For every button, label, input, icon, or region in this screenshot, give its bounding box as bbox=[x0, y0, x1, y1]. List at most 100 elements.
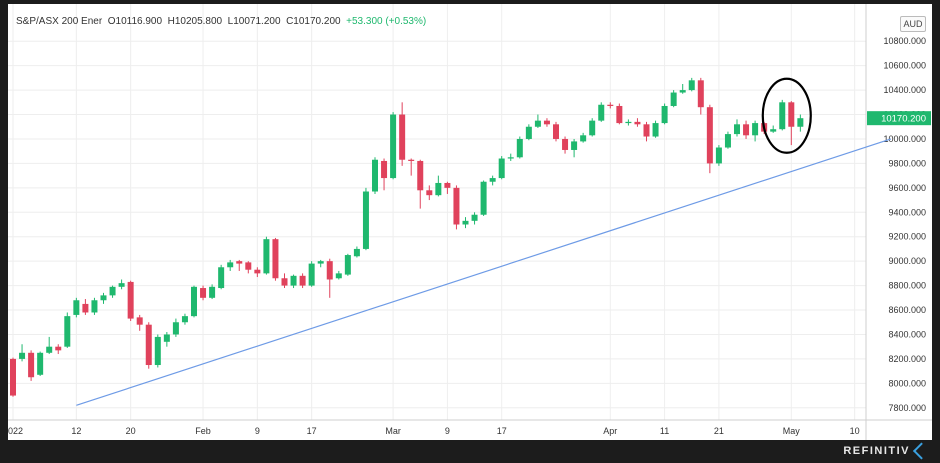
candle-up bbox=[46, 346, 53, 353]
candle-up bbox=[19, 352, 26, 359]
candle-down bbox=[272, 239, 279, 279]
y-tick-label: 8400.000 bbox=[888, 329, 926, 339]
symbol-label: S&P/ASX 200 Ener bbox=[16, 16, 103, 27]
candle-down bbox=[444, 182, 451, 188]
candle-up bbox=[118, 283, 125, 287]
candle-up bbox=[471, 214, 478, 221]
chart-panel: 10800.00010600.00010400.00010200.0001000… bbox=[8, 4, 932, 440]
y-tick-label: 7800.000 bbox=[888, 403, 926, 413]
currency-button[interactable]: AUD bbox=[900, 16, 926, 32]
y-tick-label: 8600.000 bbox=[888, 305, 926, 315]
candle-up bbox=[181, 316, 188, 323]
candle-down bbox=[453, 187, 460, 225]
candle-up bbox=[37, 352, 44, 375]
candle-up bbox=[797, 118, 804, 127]
x-tick-label: 2022 bbox=[8, 426, 23, 436]
x-tick-label: 17 bbox=[307, 426, 317, 436]
candle-down bbox=[55, 346, 62, 351]
candle-up bbox=[498, 158, 505, 179]
candle-up bbox=[770, 129, 777, 132]
x-tick-label: 12 bbox=[71, 426, 81, 436]
last-price-label: 10170.200 bbox=[881, 114, 926, 125]
candle-up bbox=[525, 126, 532, 139]
y-tick-label: 9200.000 bbox=[888, 232, 926, 242]
y-tick-label: 9600.000 bbox=[888, 183, 926, 193]
annotation-ellipse bbox=[761, 77, 812, 154]
candle-up bbox=[362, 191, 369, 249]
candle-down bbox=[381, 160, 388, 179]
candle-down bbox=[82, 303, 89, 313]
candle-down bbox=[145, 324, 152, 366]
x-tick-label: 17 bbox=[497, 426, 507, 436]
candle-down bbox=[562, 138, 569, 150]
x-tick-label: Feb bbox=[195, 426, 211, 436]
y-tick-label: 10000.000 bbox=[883, 134, 926, 144]
candle-down bbox=[788, 102, 795, 127]
candle-up bbox=[263, 239, 270, 274]
candle-up bbox=[308, 263, 315, 286]
candle-up bbox=[734, 124, 740, 135]
trendline bbox=[76, 138, 892, 406]
x-tick-label: 9 bbox=[255, 426, 260, 436]
candle-down bbox=[281, 278, 288, 286]
candle-up bbox=[752, 123, 759, 136]
candle-up bbox=[679, 90, 686, 93]
y-tick-label: 10600.000 bbox=[883, 61, 926, 71]
candle-up bbox=[172, 322, 179, 335]
y-tick-label: 8200.000 bbox=[888, 354, 926, 364]
candle-up bbox=[372, 159, 378, 192]
candle-down bbox=[245, 262, 252, 270]
candle-up bbox=[571, 141, 578, 150]
candle-up bbox=[688, 80, 695, 91]
candle-down bbox=[634, 121, 641, 125]
x-tick-label: 21 bbox=[714, 426, 724, 436]
candle-up bbox=[209, 286, 216, 298]
candle-down bbox=[553, 124, 559, 139]
ohlc-legend: S&P/ASX 200 Ener O10116.900 H10205.800 L… bbox=[16, 16, 426, 27]
y-tick-label: 10400.000 bbox=[883, 85, 926, 95]
candle-up bbox=[580, 135, 587, 142]
x-tick-label: Apr bbox=[603, 426, 617, 436]
candle-down bbox=[136, 317, 143, 325]
candle-down bbox=[607, 104, 614, 106]
footer-bar: REFINITIV bbox=[0, 440, 940, 463]
candle-up bbox=[109, 286, 116, 296]
candle-up bbox=[73, 300, 80, 315]
y-tick-label: 9000.000 bbox=[888, 256, 926, 266]
x-tick-label: May bbox=[783, 426, 801, 436]
candle-up bbox=[154, 336, 161, 366]
y-tick-label: 8800.000 bbox=[888, 281, 926, 291]
x-tick-label: 20 bbox=[126, 426, 136, 436]
candle-down bbox=[426, 190, 433, 196]
x-tick-label: 10 bbox=[850, 426, 860, 436]
candle-up bbox=[64, 316, 71, 347]
candle-up bbox=[317, 261, 324, 264]
candle-up bbox=[390, 114, 397, 179]
brand-logo: REFINITIV bbox=[843, 442, 930, 460]
candle-up bbox=[227, 262, 234, 268]
candle-down bbox=[326, 261, 333, 280]
candlestick-chart: 10800.00010600.00010400.00010200.0001000… bbox=[8, 4, 932, 440]
candle-up bbox=[670, 92, 677, 106]
candle-down bbox=[408, 159, 415, 161]
candle-up bbox=[191, 286, 197, 317]
candle-up bbox=[507, 157, 514, 159]
candle-down bbox=[697, 80, 704, 108]
candle-down bbox=[743, 124, 750, 136]
y-tick-label: 9800.000 bbox=[888, 158, 926, 168]
candle-up bbox=[344, 255, 351, 275]
candle-down bbox=[616, 105, 623, 124]
candle-down bbox=[200, 288, 207, 298]
candle-down bbox=[10, 358, 16, 396]
candle-down bbox=[254, 269, 261, 274]
candle-up bbox=[335, 273, 342, 279]
x-tick-label: 9 bbox=[445, 426, 450, 436]
refinitiv-icon bbox=[912, 442, 930, 460]
y-tick-label: 8000.000 bbox=[888, 378, 926, 388]
x-tick-label: 11 bbox=[660, 426, 669, 436]
candle-up bbox=[779, 102, 786, 130]
candle-down bbox=[28, 352, 35, 378]
candle-down bbox=[236, 261, 243, 264]
candle-up bbox=[661, 105, 668, 124]
candle-up bbox=[480, 181, 487, 215]
